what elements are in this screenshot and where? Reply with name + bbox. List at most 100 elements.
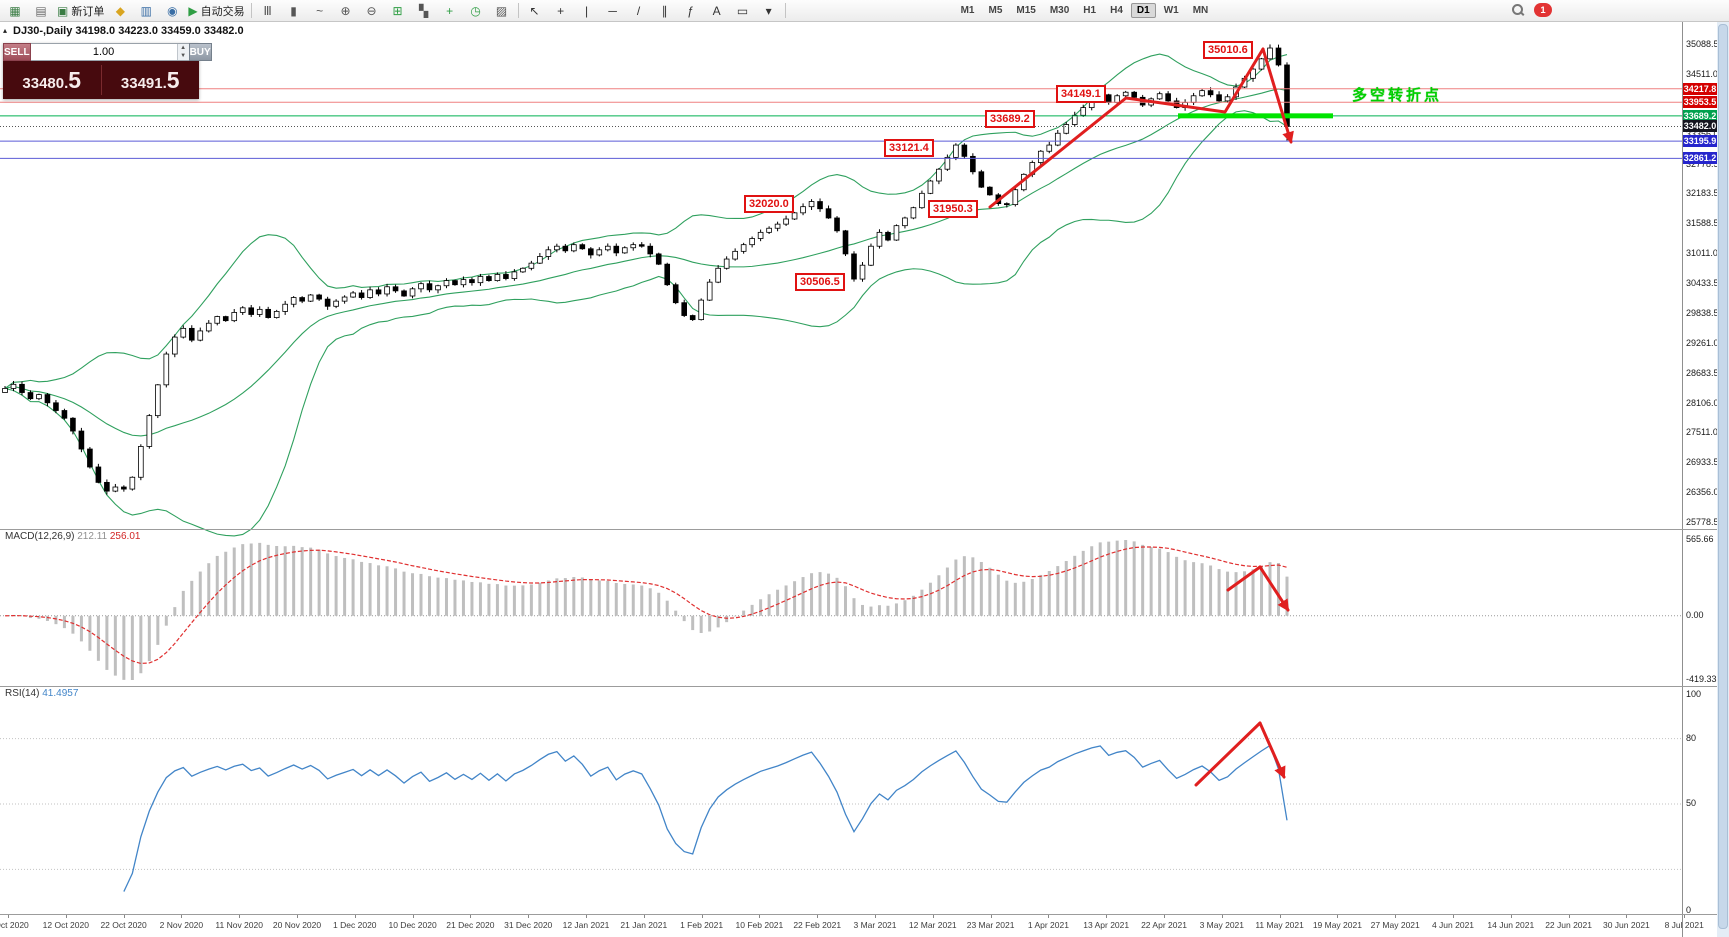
volume-input[interactable] <box>30 44 177 60</box>
chart-workspace: 34217.8 33953.5 33689.2 33482.0 33195.9 32861… <box>0 22 1729 937</box>
timeframe-mn[interactable]: MN <box>1192 5 1209 16</box>
macd-pane-splitter[interactable] <box>0 529 1717 530</box>
timeframe-m5[interactable]: M5 <box>988 5 1003 16</box>
equidistant-channel[interactable]: ∥ <box>652 2 678 20</box>
price-annotation[interactable]: 30506.5 <box>795 273 845 291</box>
time-tick <box>1106 915 1108 918</box>
trend-arrow[interactable] <box>988 47 1265 209</box>
oneclick-trade-panel: SELL ▲ ▼ BUY 33480.5 33491.5 <box>3 43 212 99</box>
metaeditor[interactable]: ◆ <box>107 2 133 20</box>
time-tick <box>1221 915 1223 918</box>
price-annotation[interactable]: 31950.3 <box>928 200 978 218</box>
bollinger-band <box>4 53 1288 389</box>
price-annotation[interactable]: 33689.2 <box>985 110 1035 128</box>
trend-arrow[interactable] <box>1261 47 1294 144</box>
candlestick-mode[interactable]: ▮ <box>281 2 307 20</box>
time-tick <box>1684 915 1686 918</box>
buy-price-button[interactable]: 33491. 5 <box>120 66 180 93</box>
chart-profiles[interactable]: ▤ <box>28 2 54 20</box>
notification-badge[interactable]: 1 <box>1534 3 1552 17</box>
toolbar-separator <box>784 3 786 18</box>
timeframe-m30[interactable]: M30 <box>1049 5 1070 16</box>
indicators[interactable]: + <box>437 2 463 20</box>
date-label: 23 Mar 2021 <box>966 920 1015 930</box>
fibonacci-icon: ƒ <box>687 3 694 18</box>
tile-windows[interactable]: ⊞ <box>385 2 411 20</box>
turning-point-note[interactable]: 多空转折点 <box>1352 87 1443 104</box>
time-tick <box>1568 915 1570 918</box>
macd-axis-label: 0.00 <box>1686 609 1704 620</box>
timeframe-w1[interactable]: W1 <box>1163 5 1179 16</box>
oneclick-prices: 33480. 5 33491. 5 <box>3 61 199 99</box>
date-label: 14 Jun 2021 <box>1487 920 1535 930</box>
shapes-dropdown-icon: ▾ <box>765 3 772 18</box>
rsi-axis-label: 100 <box>1686 689 1702 699</box>
bold-support-line[interactable] <box>1178 113 1333 119</box>
date-label: 12 Oct 2020 <box>42 920 89 930</box>
volume-decrease-button[interactable]: ▼ <box>177 52 189 60</box>
buy-button[interactable]: BUY <box>188 43 212 61</box>
oneclick-collapse-icon[interactable]: ▴ <box>3 26 8 35</box>
scrollbar-thumb[interactable] <box>1718 24 1728 929</box>
templates[interactable]: ▨ <box>489 2 515 20</box>
toolbar-separator <box>517 3 519 18</box>
trend-arrow[interactable] <box>1258 721 1286 779</box>
date-label: 30 Jun 2021 <box>1602 920 1650 930</box>
toolbar-separator <box>250 3 252 18</box>
date-label: 4 Jun 2021 <box>1431 920 1475 930</box>
volume-increase-button[interactable]: ▲ <box>177 44 189 52</box>
fibonacci[interactable]: ƒ <box>678 2 704 20</box>
timeframe-m1[interactable]: M1 <box>960 5 975 16</box>
time-axis-splitter[interactable] <box>0 914 1717 915</box>
price-annotation[interactable]: 33121.4 <box>884 139 934 157</box>
price-annotation[interactable]: 32020.0 <box>744 195 794 213</box>
new-order-button[interactable]: ▣ 新订单 <box>54 2 107 20</box>
auto-arrange[interactable]: ▚ <box>411 2 437 20</box>
price-chart-svg <box>0 44 1682 892</box>
sell-button[interactable]: SELL <box>3 43 31 61</box>
navigator[interactable]: ◉ <box>159 2 185 20</box>
axis-badge-34217.8: 34217.8 <box>1683 82 1717 95</box>
timeframe-h4[interactable]: H4 <box>1110 5 1123 16</box>
zoom-out[interactable]: ⊖ <box>359 2 385 20</box>
trend-arrow[interactable] <box>1194 721 1262 787</box>
crosshair[interactable]: + <box>548 2 574 20</box>
time-axis[interactable]: 2 Oct 2020 12 Oct 2020 22 Oct 2020 2 Nov 20… <box>0 915 1704 937</box>
vertical-line[interactable]: | <box>574 2 600 20</box>
time-tick <box>990 915 992 918</box>
price-axis-label: 26356.0 <box>1686 487 1719 498</box>
trend-arrow[interactable] <box>1258 565 1290 612</box>
price-axis-label: 31588.5 <box>1686 218 1719 229</box>
time-tick <box>1510 915 1512 918</box>
bar-chart-mode[interactable]: Ⅲ <box>255 2 281 20</box>
trend-arrow[interactable] <box>1226 565 1262 592</box>
line-chart-mode[interactable]: ~ <box>307 2 333 20</box>
text-label[interactable]: ▭ <box>730 2 756 20</box>
time-tick <box>181 915 183 918</box>
new-chart[interactable]: ▦ <box>2 2 28 20</box>
zoom-in[interactable]: ⊕ <box>333 2 359 20</box>
trendline[interactable]: / <box>626 2 652 20</box>
cursor[interactable]: ↖ <box>522 2 548 20</box>
bollinger-band <box>4 88 1288 437</box>
price-annotation[interactable]: 34149.1 <box>1056 85 1106 103</box>
time-tick <box>1626 915 1628 918</box>
price-axis[interactable]: 34217.8 33953.5 33689.2 33482.0 33195.9 32861… <box>1682 22 1719 937</box>
main-toolbar: ▦ ▤ ▣ 新订单 ◆ ▥ ◉ ▶ 自动交易 Ⅲ ▮ ~ ⊕ ⊖ ⊞ ▚ + ◷ ▨ ↖ + | ─ / ∥ ƒ A ▭ ▾ M1 M5 M1… <box>0 0 1729 22</box>
search-icon[interactable] <box>1512 3 1525 17</box>
periods-dropdown[interactable]: ◷ <box>463 2 489 20</box>
vertical-scrollbar[interactable] <box>1717 22 1729 937</box>
price-axis-label: 35088.5 <box>1686 39 1719 49</box>
text[interactable]: A <box>704 2 730 20</box>
autotrading-button[interactable]: ▶ 自动交易 <box>185 2 247 20</box>
market-watch[interactable]: ▥ <box>133 2 159 20</box>
price-annotation[interactable]: 35010.6 <box>1203 41 1253 59</box>
shapes-dropdown[interactable]: ▾ <box>756 2 782 20</box>
timeframe-d1[interactable]: D1 <box>1130 3 1156 18</box>
timeframe-m15[interactable]: M15 <box>1016 5 1036 16</box>
horizontal-line[interactable]: ─ <box>600 2 626 20</box>
rsi-pane-splitter[interactable] <box>0 686 1717 687</box>
sell-price-button[interactable]: 33480. 5 <box>22 66 82 93</box>
auto-arrange-icon: ▚ <box>418 3 429 18</box>
timeframe-h1[interactable]: H1 <box>1083 5 1097 16</box>
